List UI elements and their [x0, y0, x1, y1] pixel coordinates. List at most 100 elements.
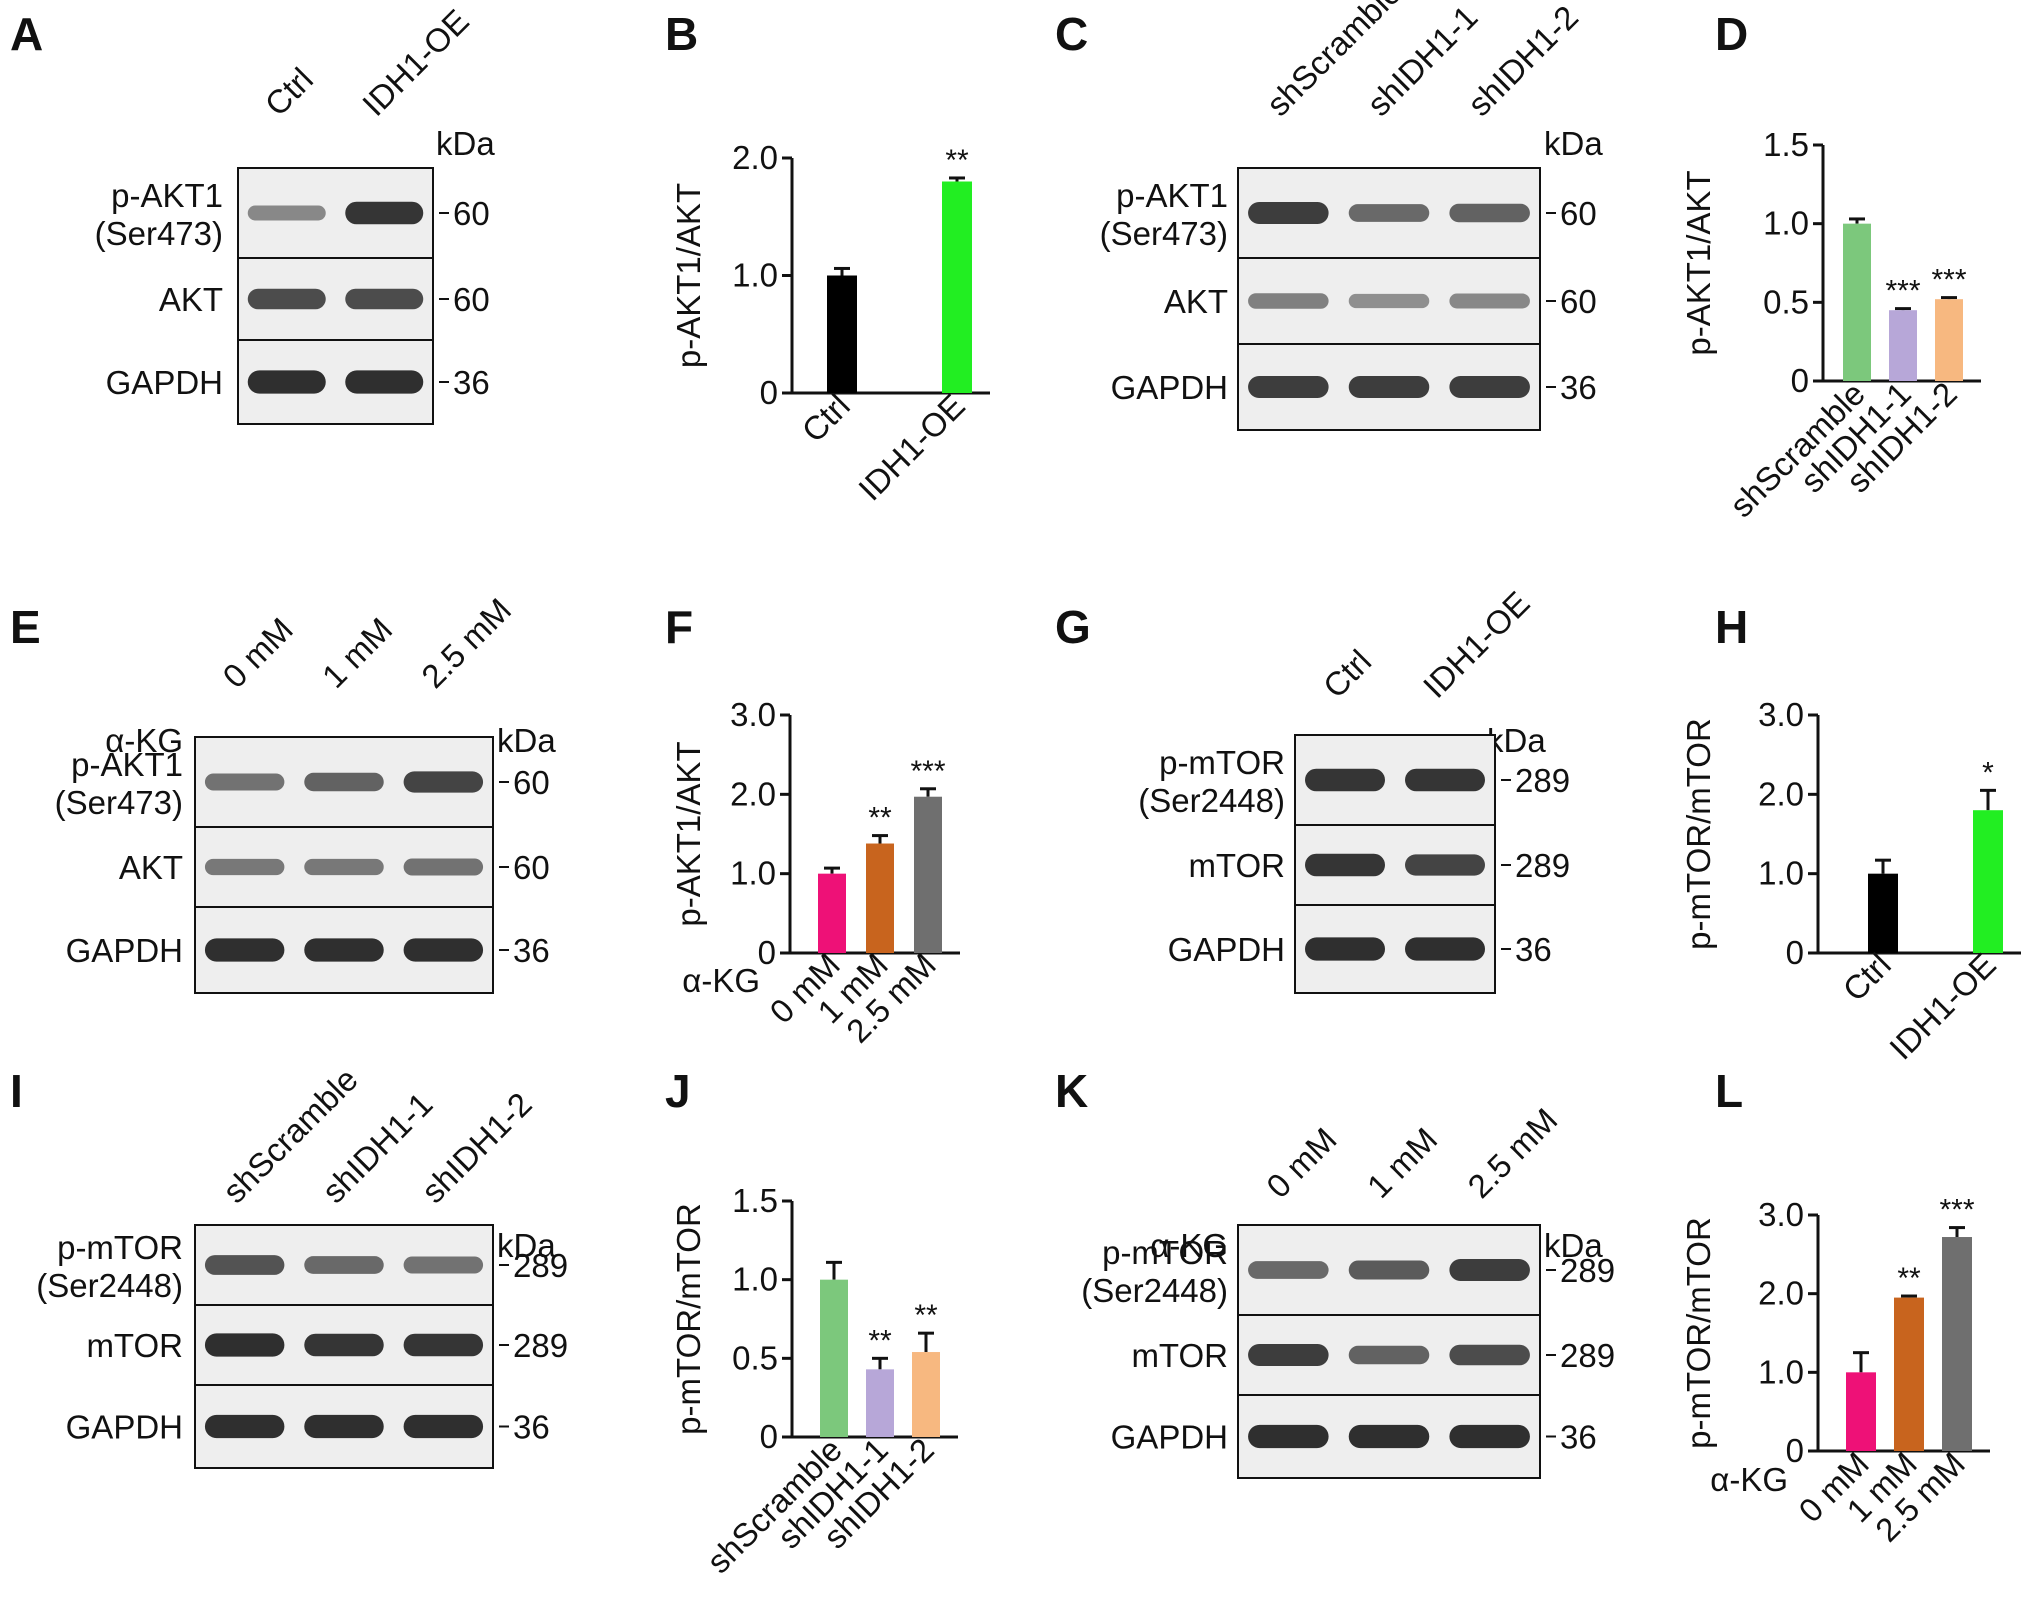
significance-mark: ** [914, 1299, 938, 1332]
kda-value: 36 [513, 932, 550, 969]
kda-value: 36 [1515, 931, 1552, 968]
lane-label: IDH1-OE [1416, 584, 1537, 705]
kda-value: 60 [513, 764, 550, 801]
blot-band [403, 858, 484, 876]
lane-label: 1 mM [315, 610, 399, 694]
y-tick-label: 2.0 [730, 775, 776, 812]
kda-header: kDa [1544, 125, 1603, 162]
x-axis-prefix-label: α-KG [1710, 1461, 1788, 1498]
blot-band [1248, 202, 1329, 224]
y-tick-label: 2.0 [732, 139, 778, 176]
lane-label: 2.5 mM [414, 591, 518, 695]
row-label: p-AKT1 [71, 746, 183, 783]
row-label: AKT [119, 849, 183, 886]
y-axis-label: p-AKT1/AKT [670, 183, 707, 368]
x-axis-prefix-label: α-KG [682, 962, 760, 999]
blot-band [204, 1255, 285, 1275]
row-label: (Ser2448) [36, 1267, 183, 1304]
bar [818, 873, 846, 953]
row-label: GAPDH [106, 364, 223, 401]
y-tick-label: 3.0 [1758, 1196, 1804, 1233]
lane-label: Ctrl [1316, 642, 1378, 704]
panel-label: J [665, 1065, 691, 1117]
lane-label: shIDH1-2 [1460, 0, 1585, 123]
row-label: p-AKT1 [1116, 177, 1228, 214]
blot-band [403, 1333, 484, 1357]
lane-label: 1 mM [1360, 1120, 1444, 1204]
panel-label: D [1715, 8, 1748, 60]
blot-band [1248, 293, 1329, 309]
category-label: IDH1-OE [851, 387, 972, 508]
lane-label: shIDH1-2 [414, 1085, 539, 1210]
row-label: (Ser473) [95, 215, 223, 252]
bar [1868, 873, 1898, 953]
kda-value: 60 [1560, 195, 1597, 232]
significance-mark: ** [1897, 1262, 1921, 1295]
bar [942, 181, 972, 393]
kda-value: 289 [1515, 847, 1570, 884]
row-label: mTOR [1131, 1337, 1228, 1374]
lane-label: 2.5 mM [1460, 1101, 1564, 1205]
row-label: GAPDH [1168, 931, 1285, 968]
category-label: IDH1-OE [1882, 946, 2003, 1067]
y-tick-label: 1.0 [730, 855, 776, 892]
blot-band [1405, 768, 1485, 792]
blot-band [304, 1414, 384, 1439]
blot-band [1449, 203, 1530, 223]
blot-band [247, 288, 326, 310]
panel-label: G [1055, 601, 1091, 653]
row-label: p-mTOR [57, 1229, 183, 1266]
blot-band [1305, 768, 1385, 792]
row-label: (Ser473) [1100, 215, 1228, 252]
kda-value: 36 [453, 364, 490, 401]
panel-label: I [10, 1065, 23, 1117]
y-tick-label: 0.5 [1763, 283, 1809, 320]
blot-band [247, 370, 326, 394]
kda-value: 36 [513, 1409, 550, 1446]
kda-header: kDa [436, 125, 495, 162]
blot-band [204, 858, 285, 876]
blot-band [403, 1256, 484, 1274]
panel-label: E [10, 601, 41, 653]
kda-value: 60 [1560, 283, 1597, 320]
blot-band [403, 938, 484, 962]
lane-label: Ctrl [258, 60, 320, 122]
row-label: mTOR [1188, 847, 1285, 884]
row-label: GAPDH [66, 932, 183, 969]
blot-band [345, 288, 424, 310]
lane-label: 0 mM [1259, 1120, 1343, 1204]
row-label: p-mTOR [1159, 744, 1285, 781]
kda-header: kDa [1487, 722, 1546, 759]
blot-band [304, 1256, 384, 1274]
blot-band [403, 1414, 484, 1439]
kda-value: 60 [453, 195, 490, 232]
category-label: Ctrl [794, 387, 856, 449]
significance-mark: *** [1939, 1194, 1974, 1227]
y-tick-label: 3.0 [1758, 696, 1804, 733]
significance-mark: *** [1931, 264, 1966, 297]
significance-mark: *** [1885, 275, 1920, 308]
kda-value: 289 [1560, 1337, 1615, 1374]
blot-band [1449, 376, 1530, 398]
bar [1889, 310, 1917, 381]
bar [1942, 1237, 1972, 1451]
row-label: (Ser2448) [1138, 782, 1285, 819]
blot-band [304, 1333, 384, 1357]
category-label: Ctrl [1835, 946, 1897, 1008]
panel-label: C [1055, 8, 1088, 60]
significance-mark: *** [910, 755, 945, 788]
row-label: GAPDH [66, 1409, 183, 1446]
y-axis-label: p-AKT1/AKT [1680, 170, 1717, 355]
blot-band [304, 772, 384, 792]
y-tick-label: 1.5 [732, 1182, 778, 1219]
panel-label: H [1715, 601, 1748, 653]
blot-band [1348, 1260, 1430, 1280]
bar-chart-D: D00.51.01.5p-AKT1/AKTshScramble***shIDH1… [1680, 8, 1981, 524]
blot-panel-K: K 0 mM 1 mM 2.5 mM kDa α-KGp-mTOR(Ser2448) 289… [1055, 1065, 1615, 1479]
y-tick-label: 0 [1786, 1432, 1804, 1469]
bar [820, 1279, 848, 1437]
y-tick-label: 1.0 [1758, 1353, 1804, 1390]
